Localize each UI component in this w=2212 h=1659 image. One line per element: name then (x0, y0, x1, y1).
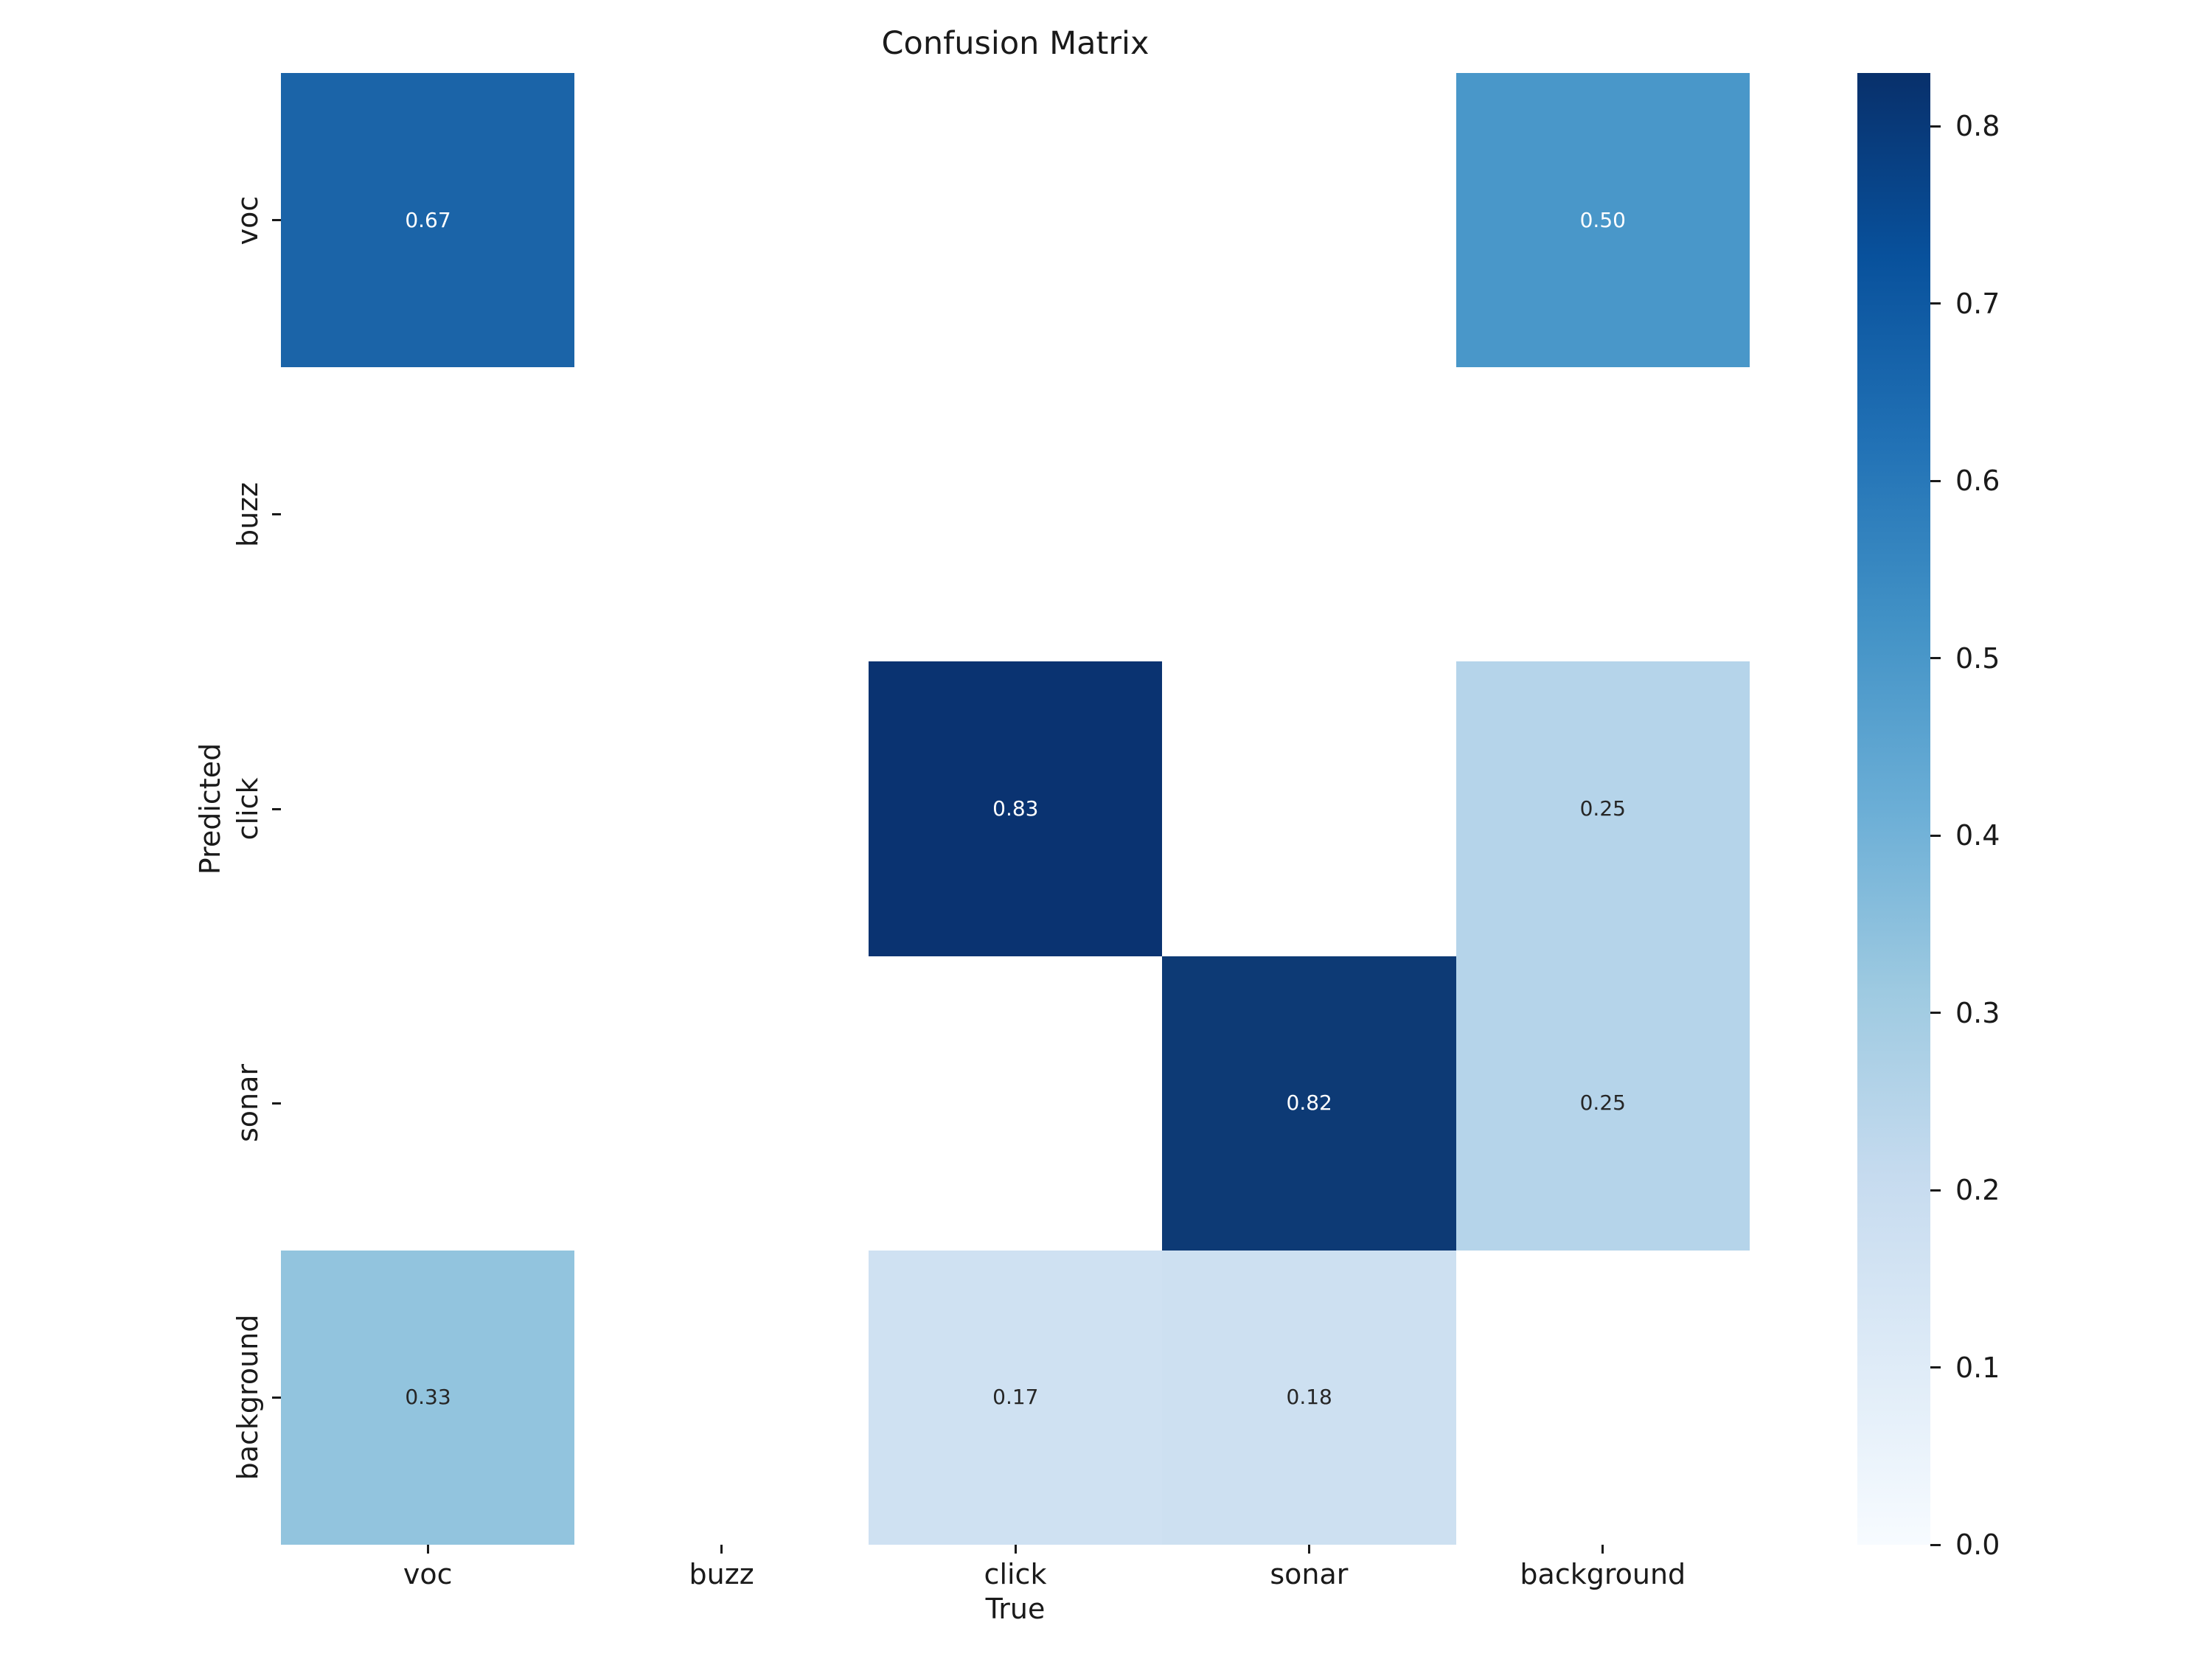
x-tick-label-background: background (1520, 1558, 1686, 1590)
colorbar (1857, 73, 1930, 1545)
x-tick-label-click: click (984, 1558, 1047, 1590)
colorbar-tick-mark (1930, 657, 1941, 660)
heatmap-cell-voc-background: 0.50 (1455, 73, 1750, 368)
colorbar-tick-label: 0.0 (1955, 1528, 2000, 1561)
colorbar-tick-label: 0.4 (1955, 819, 2000, 852)
x-tick-mark (426, 1545, 429, 1554)
colorbar-tick-mark (1930, 479, 1941, 482)
colorbar-tick-label: 0.7 (1955, 287, 2000, 320)
y-tick-mark (272, 807, 281, 810)
cell-value: 0.83 (992, 796, 1039, 821)
colorbar-tick-label: 0.1 (1955, 1351, 2000, 1384)
heatmap-cell-sonar-voc (281, 956, 575, 1251)
heatmap-cell-click-background: 0.25 (1455, 661, 1750, 957)
y-tick-label-voc: voc (232, 195, 264, 245)
cell-value: 0.25 (1579, 1091, 1626, 1116)
heatmap-cell-sonar-buzz (574, 956, 869, 1251)
heatmap-cell-background-sonar: 0.18 (1162, 1250, 1457, 1545)
colorbar-tick-label: 0.6 (1955, 465, 2000, 498)
heatmap-cell-voc-buzz (574, 73, 869, 368)
x-axis-title: True (985, 1593, 1046, 1625)
heatmap-cell-buzz-voc (281, 367, 575, 662)
heatmap-cell-click-click: 0.83 (868, 661, 1163, 957)
colorbar-tick-mark (1930, 1012, 1941, 1015)
cell-value: 0.18 (1286, 1385, 1332, 1410)
colorbar-tick-mark (1930, 1366, 1941, 1369)
colorbar-tick-mark (1930, 125, 1941, 128)
colorbar-tick-label: 0.2 (1955, 1174, 2000, 1207)
cell-value: 0.50 (1579, 207, 1626, 232)
colorbar-tick-label: 0.3 (1955, 996, 2000, 1029)
heatmap-cell-voc-click (868, 73, 1163, 368)
heatmap-cell-sonar-background: 0.25 (1455, 956, 1750, 1251)
colorbar-tick-mark (1930, 302, 1941, 305)
chart-title: Confusion Matrix (881, 25, 1150, 62)
y-tick-mark (272, 513, 281, 516)
heatmap-cell-click-voc (281, 661, 575, 957)
heatmap-cell-voc-sonar (1162, 73, 1457, 368)
x-tick-label-voc: voc (403, 1558, 453, 1590)
x-tick-mark (1307, 1545, 1310, 1554)
y-axis-title: Predicted (194, 742, 226, 875)
heatmap-cell-sonar-click (868, 956, 1163, 1251)
cell-value: 0.67 (405, 207, 451, 232)
heatmap-cell-background-voc: 0.33 (281, 1250, 575, 1545)
colorbar-tick-mark (1930, 1189, 1941, 1192)
x-tick-label-sonar: sonar (1270, 1558, 1349, 1590)
y-tick-label-background: background (232, 1315, 264, 1481)
heatmap-cell-buzz-buzz (574, 367, 869, 662)
x-tick-mark (720, 1545, 723, 1554)
colorbar-tick-mark (1930, 834, 1941, 837)
x-tick-mark (1014, 1545, 1017, 1554)
y-tick-label-sonar: sonar (232, 1064, 264, 1143)
cell-value: 0.17 (992, 1385, 1039, 1410)
y-tick-mark (272, 1396, 281, 1399)
y-tick-mark (272, 219, 281, 222)
x-tick-mark (1601, 1545, 1604, 1554)
colorbar-tick-label: 0.5 (1955, 641, 2000, 675)
heatmap-cell-click-buzz (574, 661, 869, 957)
cell-value: 0.33 (405, 1385, 451, 1410)
x-tick-label-buzz: buzz (689, 1558, 754, 1590)
heatmap-cell-background-click: 0.17 (868, 1250, 1163, 1545)
heatmap-cell-background-background (1455, 1250, 1750, 1545)
heatmap-cell-buzz-background (1455, 367, 1750, 662)
y-tick-mark (272, 1102, 281, 1105)
heatmap-cell-buzz-sonar (1162, 367, 1457, 662)
heatmap-cell-background-buzz (574, 1250, 869, 1545)
cell-value: 0.25 (1579, 796, 1626, 821)
y-tick-label-click: click (232, 777, 264, 841)
colorbar-tick-mark (1930, 1543, 1941, 1546)
colorbar-tick-label: 0.8 (1955, 110, 2000, 143)
heatmap-cell-click-sonar (1162, 661, 1457, 957)
y-tick-label-buzz: buzz (232, 481, 264, 547)
cell-value: 0.82 (1286, 1091, 1332, 1116)
heatmap-grid: 0.67 0.50 0.83 0.25 0.82 0.25 0.33 0.17 0.18 (281, 73, 1750, 1545)
heatmap-cell-voc-voc: 0.67 (281, 73, 575, 368)
heatmap-cell-buzz-click (868, 367, 1163, 662)
heatmap-cell-sonar-sonar: 0.82 (1162, 956, 1457, 1251)
